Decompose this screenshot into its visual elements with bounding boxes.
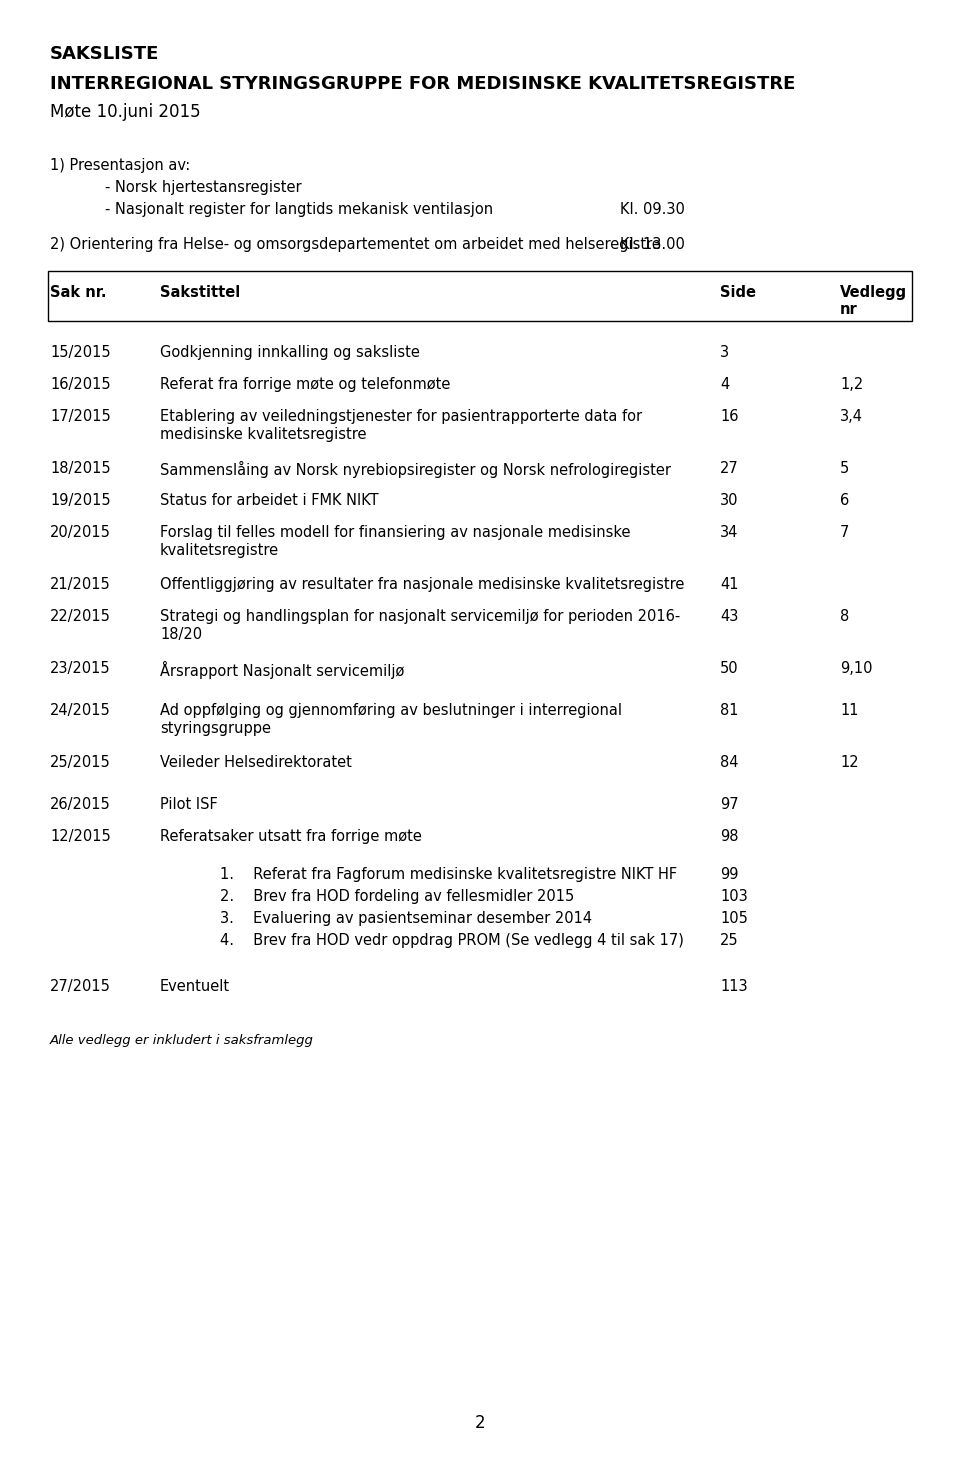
Text: 25: 25 <box>720 933 738 948</box>
Text: Ad oppfølging og gjennomføring av beslutninger i interregional: Ad oppfølging og gjennomføring av beslut… <box>160 704 622 718</box>
Text: 105: 105 <box>720 911 748 926</box>
Text: 3: 3 <box>720 345 730 361</box>
Text: Etablering av veiledningstjenester for pasientrapporterte data for: Etablering av veiledningstjenester for p… <box>160 409 642 423</box>
Text: - Nasjonalt register for langtids mekanisk ventilasjon: - Nasjonalt register for langtids mekani… <box>105 201 493 218</box>
Text: Side: Side <box>720 285 756 299</box>
Text: Alle vedlegg er inkludert i saksframlegg: Alle vedlegg er inkludert i saksframlegg <box>50 1034 314 1047</box>
Text: 27: 27 <box>720 461 739 476</box>
Text: medisinske kvalitetsregistre: medisinske kvalitetsregistre <box>160 426 367 442</box>
Text: 15/2015: 15/2015 <box>50 345 110 361</box>
Text: Veileder Helsedirektoratet: Veileder Helsedirektoratet <box>160 755 352 769</box>
Text: 18/20: 18/20 <box>160 626 203 642</box>
Text: 23/2015: 23/2015 <box>50 661 110 676</box>
Text: 1,2: 1,2 <box>840 377 863 391</box>
Text: Status for arbeidet i FMK NIKT: Status for arbeidet i FMK NIKT <box>160 493 378 508</box>
Text: 16/2015: 16/2015 <box>50 377 110 391</box>
Bar <box>48 272 912 321</box>
Text: Referatsaker utsatt fra forrige møte: Referatsaker utsatt fra forrige møte <box>160 829 421 844</box>
Text: 9,10: 9,10 <box>840 661 873 676</box>
Text: Strategi og handlingsplan for nasjonalt servicemiljø for perioden 2016-: Strategi og handlingsplan for nasjonalt … <box>160 609 681 623</box>
Text: Forslag til felles modell for finansiering av nasjonale medisinske: Forslag til felles modell for finansieri… <box>160 526 631 540</box>
Text: 19/2015: 19/2015 <box>50 493 110 508</box>
Text: 12: 12 <box>840 755 858 769</box>
Text: 27/2015: 27/2015 <box>50 980 110 994</box>
Text: - Norsk hjertestansregister: - Norsk hjertestansregister <box>105 180 301 196</box>
Text: Offentliggjøring av resultater fra nasjonale medisinske kvalitetsregistre: Offentliggjøring av resultater fra nasjo… <box>160 577 684 591</box>
Text: 7: 7 <box>840 526 850 540</box>
Text: Møte 10.juni 2015: Møte 10.juni 2015 <box>50 104 201 121</box>
Text: 2: 2 <box>474 1413 486 1432</box>
Text: Kl. 13.00: Kl. 13.00 <box>620 237 684 253</box>
Text: 103: 103 <box>720 889 748 904</box>
Text: 41: 41 <box>720 577 738 591</box>
Text: 2.  Brev fra HOD fordeling av fellesmidler 2015: 2. Brev fra HOD fordeling av fellesmidle… <box>220 889 574 904</box>
Text: 43: 43 <box>720 609 738 623</box>
Text: 1) Presentasjon av:: 1) Presentasjon av: <box>50 158 190 172</box>
Text: 17/2015: 17/2015 <box>50 409 110 423</box>
Text: Årsrapport Nasjonalt servicemiljø: Årsrapport Nasjonalt servicemiljø <box>160 661 404 679</box>
Text: 5: 5 <box>840 461 850 476</box>
Text: 1.  Referat fra Fagforum medisinske kvalitetsregistre NIKT HF: 1. Referat fra Fagforum medisinske kvali… <box>220 867 677 882</box>
Text: Kl. 09.30: Kl. 09.30 <box>620 201 684 218</box>
Text: 98: 98 <box>720 829 738 844</box>
Text: 99: 99 <box>720 867 738 882</box>
Text: Pilot ISF: Pilot ISF <box>160 797 218 812</box>
Text: INTERREGIONAL STYRINGSGRUPPE FOR MEDISINSKE KVALITETSREGISTRE: INTERREGIONAL STYRINGSGRUPPE FOR MEDISIN… <box>50 74 796 93</box>
Text: 50: 50 <box>720 661 738 676</box>
Text: Sakstittel: Sakstittel <box>160 285 240 299</box>
Text: 11: 11 <box>840 704 858 718</box>
Text: Sammenslåing av Norsk nyrebiopsiregister og Norsk nefrologiregister: Sammenslåing av Norsk nyrebiopsiregister… <box>160 461 671 477</box>
Text: Eventuelt: Eventuelt <box>160 980 230 994</box>
Text: 26/2015: 26/2015 <box>50 797 110 812</box>
Text: 30: 30 <box>720 493 738 508</box>
Text: 20/2015: 20/2015 <box>50 526 110 540</box>
Text: Godkjenning innkalling og saksliste: Godkjenning innkalling og saksliste <box>160 345 420 361</box>
Text: nr: nr <box>840 302 857 317</box>
Text: 2) Orientering fra Helse- og omsorgsdepartementet om arbeidet med helseregistre: 2) Orientering fra Helse- og omsorgsdepa… <box>50 237 660 253</box>
Text: styringsgruppe: styringsgruppe <box>160 721 271 736</box>
Text: 25/2015: 25/2015 <box>50 755 110 769</box>
Text: 3.  Evaluering av pasientseminar desember 2014: 3. Evaluering av pasientseminar desember… <box>220 911 592 926</box>
Text: 34: 34 <box>720 526 738 540</box>
Text: 81: 81 <box>720 704 738 718</box>
Text: 84: 84 <box>720 755 738 769</box>
Text: 16: 16 <box>720 409 738 423</box>
Text: 24/2015: 24/2015 <box>50 704 110 718</box>
Text: Vedlegg: Vedlegg <box>840 285 907 299</box>
Text: 97: 97 <box>720 797 738 812</box>
Text: 12/2015: 12/2015 <box>50 829 110 844</box>
Text: Sak nr.: Sak nr. <box>50 285 107 299</box>
Text: 4: 4 <box>720 377 730 391</box>
Text: SAKSLISTE: SAKSLISTE <box>50 45 159 63</box>
Text: 18/2015: 18/2015 <box>50 461 110 476</box>
Text: 113: 113 <box>720 980 748 994</box>
Text: kvalitetsregistre: kvalitetsregistre <box>160 543 279 558</box>
Text: 4.  Brev fra HOD vedr oppdrag PROM (Se vedlegg 4 til sak 17): 4. Brev fra HOD vedr oppdrag PROM (Se ve… <box>220 933 684 948</box>
Text: 22/2015: 22/2015 <box>50 609 110 623</box>
Text: 6: 6 <box>840 493 850 508</box>
Text: Referat fra forrige møte og telefonmøte: Referat fra forrige møte og telefonmøte <box>160 377 450 391</box>
Text: 21/2015: 21/2015 <box>50 577 110 591</box>
Text: 8: 8 <box>840 609 850 623</box>
Text: 3,4: 3,4 <box>840 409 863 423</box>
